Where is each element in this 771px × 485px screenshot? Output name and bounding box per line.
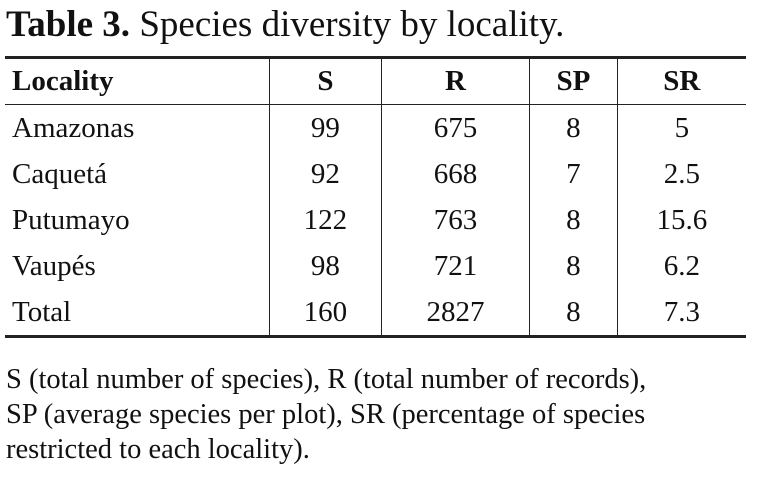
table-cell: 675 <box>380 104 530 151</box>
table-cell: 7.3 <box>616 289 746 337</box>
table-cell: 2827 <box>380 289 530 337</box>
table-cell: Caquetá <box>12 157 108 190</box>
table-row: Vaupés 98 721 8 6.2 <box>5 243 746 289</box>
header-cell: SR <box>616 57 746 105</box>
table-cell: 721 <box>380 243 530 289</box>
table-cell: 5 <box>616 104 746 151</box>
table-cell: 99 <box>269 104 382 151</box>
table-label: Table 3. <box>6 4 131 45</box>
table-cell: 15.6 <box>616 197 746 243</box>
table-cell: Amazonas <box>12 111 135 144</box>
table-cell: Putumayo <box>12 203 130 236</box>
table-cell: 668 <box>380 151 530 197</box>
table-caption: Species diversity by locality. <box>139 4 565 45</box>
table-row: Total 160 2827 8 7.3 <box>5 289 746 337</box>
table-cell: 92 <box>269 151 382 197</box>
table-cell: 122 <box>269 197 382 243</box>
header-cell: SP <box>529 57 618 105</box>
table-cell: 7 <box>529 151 618 197</box>
table-cell: 2.5 <box>616 151 746 197</box>
table-cell: 8 <box>529 104 618 151</box>
footnote-line: SP (average species per plot), SR (perce… <box>6 399 646 430</box>
footnote-line: S (total number of species), R (total nu… <box>6 364 647 395</box>
table-row: Putumayo 122 763 8 15.6 <box>5 197 746 243</box>
table-title: Table 3. Species diversity by locality. <box>6 4 564 46</box>
table-cell: Total <box>12 295 72 328</box>
header-cell: Locality <box>5 57 270 105</box>
header-cell: S <box>269 57 382 105</box>
table-cell: 8 <box>529 197 618 243</box>
table: Locality S R SP SR Amazonas 99 675 8 5 Caquetá 92 66… <box>5 56 746 338</box>
table-cell: 6.2 <box>616 243 746 289</box>
footnote-line: restricted to each locality). <box>6 434 310 465</box>
header-row: Locality S R SP SR <box>5 57 746 105</box>
table-cell: 98 <box>269 243 382 289</box>
table-cell: 8 <box>529 289 618 337</box>
table-cell: 160 <box>269 289 382 337</box>
table-cell: 763 <box>380 197 530 243</box>
table-row: Amazonas 99 675 8 5 <box>5 104 746 151</box>
header-cell: R <box>380 57 530 105</box>
table-cell: Vaupés <box>12 249 96 282</box>
table-cell: 8 <box>529 243 618 289</box>
footnote: S (total number of species), R (total nu… <box>6 362 646 467</box>
table-row: Caquetá 92 668 7 2.5 <box>5 151 746 197</box>
